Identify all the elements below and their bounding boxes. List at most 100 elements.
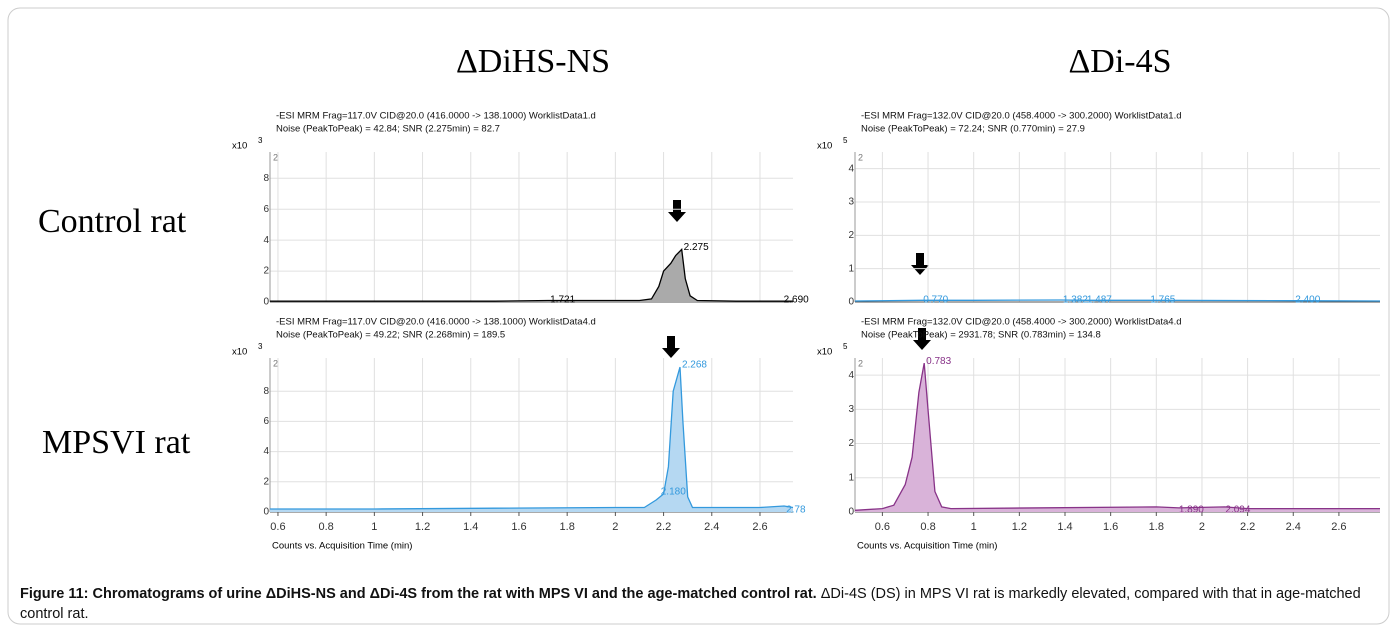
peak-label: 2.690	[784, 295, 809, 306]
peak-label: 2.094	[1225, 505, 1250, 516]
y-top-label: 2	[858, 358, 863, 368]
y-top-label: 2	[273, 152, 278, 162]
y-exponent: 5	[843, 136, 848, 145]
x-tick-label: 1.4	[1057, 521, 1072, 533]
row-label: Control rat	[38, 203, 187, 240]
y-multiplier: x10	[817, 347, 832, 358]
y-tick-label: 0	[263, 507, 269, 518]
x-tick-label: 0.6	[270, 521, 285, 533]
caption-text: ΔDi-4S (DS) in MPS VI rat is markedly el…	[20, 586, 1361, 622]
area	[855, 363, 1380, 512]
y-tick-label: 6	[263, 204, 269, 215]
y-top-label: 2	[858, 152, 863, 162]
x-tick-label: 2.4	[704, 521, 719, 533]
panel-header: -ESI MRM Frag=132.0V CID@20.0 (458.4000 …	[861, 317, 1182, 328]
y-multiplier: x10	[817, 141, 832, 152]
panel-header: Noise (PeakToPeak) = 2931.78; SNR (0.783…	[861, 330, 1101, 341]
arrow	[913, 328, 931, 350]
line	[270, 366, 794, 510]
x-tick-label: 1.6	[1103, 521, 1118, 533]
arrow	[668, 200, 686, 222]
y-tick-label: 0	[848, 297, 854, 308]
x-tick-label: 1.8	[1149, 521, 1164, 533]
peak-label: 2.400	[1295, 295, 1320, 306]
peak-label: 1.890	[1179, 505, 1204, 516]
y-tick-label: 0	[263, 297, 269, 308]
y-tick-label: 4	[848, 163, 854, 174]
column-title: ΔDi-4S	[1068, 43, 1171, 80]
x-tick-label: 0.8	[319, 521, 334, 533]
peak-label: 1.765	[1150, 295, 1175, 306]
column-title: ΔDiHS-NS	[456, 43, 610, 80]
peak-label: 0.770	[923, 295, 948, 306]
y-tick-label: 1	[848, 263, 854, 274]
x-tick-label: 1.6	[511, 521, 526, 533]
caption: Figure 11: Chromatograms of urine ΔDiHS-…	[20, 584, 1380, 624]
x-tick-label: 2.2	[1240, 521, 1255, 533]
x-tick-label: 1.2	[415, 521, 430, 533]
panel-header: Noise (PeakToPeak) = 72.24; SNR (0.770mi…	[861, 124, 1085, 135]
y-multiplier: x10	[232, 141, 247, 152]
x-tick-label: 0.6	[875, 521, 890, 533]
y-top-label: 2	[273, 358, 278, 368]
x-tick-label: 2.2	[656, 521, 671, 533]
x-tick-label: 2	[1199, 521, 1205, 533]
x-tick-label: 0.8	[920, 521, 935, 533]
panel-header: -ESI MRM Frag=117.0V CID@20.0 (416.0000 …	[276, 317, 596, 328]
x-tick-label: 2.4	[1286, 521, 1301, 533]
area	[270, 367, 793, 512]
y-tick-label: 4	[263, 235, 269, 246]
peak-label: 0.783	[926, 356, 951, 367]
y-tick-label: 3	[848, 404, 854, 415]
x-tick-label: 1	[371, 521, 377, 533]
peak-label: 2.275	[684, 242, 709, 253]
y-tick-label: 2	[848, 438, 854, 449]
panel-header: -ESI MRM Frag=117.0V CID@20.0 (416.0000 …	[276, 111, 596, 122]
x-tick-label: 2	[612, 521, 618, 533]
y-tick-label: 8	[263, 173, 269, 184]
y-tick-label: 1	[848, 472, 854, 483]
peak-label: 1.721	[550, 295, 575, 306]
panel-header: Noise (PeakToPeak) = 49.22; SNR (2.268mi…	[276, 330, 505, 341]
x-tick-label: 1.2	[1012, 521, 1027, 533]
y-tick-label: 0	[848, 507, 854, 518]
y-exponent: 5	[843, 342, 848, 351]
y-tick-label: 6	[263, 416, 269, 427]
y-exponent: 3	[258, 136, 263, 145]
panel-header: -ESI MRM Frag=132.0V CID@20.0 (458.4000 …	[861, 111, 1182, 122]
peak-label: 2.268	[682, 360, 707, 371]
x-tick-label: 1.8	[560, 521, 575, 533]
peak-label: 2.78	[786, 505, 806, 516]
y-tick-label: 8	[263, 386, 269, 397]
y-exponent: 3	[258, 342, 263, 351]
y-tick-label: 2	[848, 230, 854, 241]
peak-label: 2.180	[661, 487, 686, 498]
peak-label: 1.382	[1063, 295, 1088, 306]
arrow	[911, 253, 929, 275]
y-tick-label: 4	[263, 446, 269, 457]
y-tick-label: 2	[263, 476, 269, 487]
arrows	[662, 200, 931, 358]
x-tick-label: 1.4	[463, 521, 478, 533]
y-tick-label: 2	[263, 266, 269, 277]
line	[270, 247, 793, 302]
area	[270, 249, 793, 302]
y-multiplier: x10	[232, 347, 247, 358]
line	[854, 299, 1381, 302]
x-tick-label: 1	[971, 521, 977, 533]
panel-header: Noise (PeakToPeak) = 42.84; SNR (2.275mi…	[276, 124, 500, 135]
x-tick-label: 2.6	[1331, 521, 1346, 533]
arrow	[662, 336, 680, 358]
line	[854, 362, 1380, 511]
caption-bold: Figure 11: Chromatograms of urine ΔDiHS-…	[20, 586, 817, 602]
y-tick-label: 3	[848, 197, 854, 208]
x-axis-label: Counts vs. Acquisition Time (min)	[272, 541, 412, 552]
frame	[7, 7, 1390, 625]
x-tick-label: 2.6	[752, 521, 767, 533]
x-axis-label: Counts vs. Acquisition Time (min)	[857, 541, 997, 552]
row-label: MPSVI rat	[42, 424, 191, 461]
peak-label: 1.487	[1087, 295, 1112, 306]
y-tick-label: 4	[848, 370, 854, 381]
